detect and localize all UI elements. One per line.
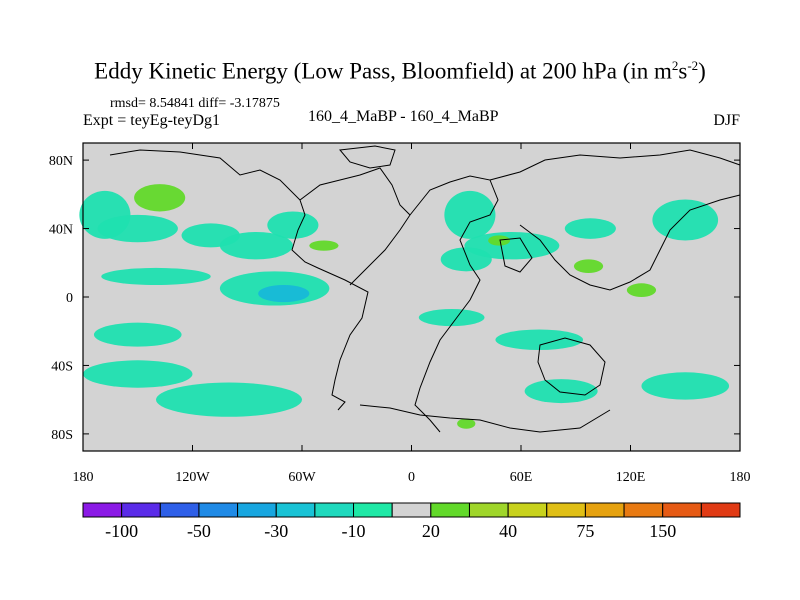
coastline-asia-south [519,194,741,291]
shaded-region-cyan-siberia [444,190,496,239]
chart-title-exp1: 2 [671,58,679,73]
colorbar-box [82,502,123,518]
colorbar-label: -50 [187,521,211,541]
shaded-region-cyan-s-pacific-2 [156,382,302,417]
chart-title-close: ) [698,58,706,84]
shaded-region-cyan-s-indian [524,379,598,404]
coastline-arabia [499,237,533,273]
chart-title: Eddy Kinetic Energy (Low Pass, Bloomfiel… [0,58,800,85]
colorbar-box [391,502,432,518]
coastline-greenland [339,145,396,169]
coastline-n-america-east [299,167,411,286]
chart-title-text: Eddy Kinetic Energy (Low Pass, Bloomfiel… [94,58,672,84]
colorbar-box [121,502,161,518]
colorbar-label: 150 [649,521,676,541]
colorbar-label: 75 [576,521,594,541]
colorbar-box [237,502,277,518]
colorbar-box [353,502,393,518]
colorbar-box [468,502,509,518]
shaded-region-cyan-trop-central-pacific [101,267,211,286]
colorbar-box [430,502,470,518]
colorbar-label: -30 [264,521,288,541]
shaded-region-cyan-s-pacific-3 [83,360,193,388]
shaded-region-cyan-s-indian-2 [641,372,730,400]
colorbar-label: -100 [105,521,138,541]
axis-ticks: 180 120W 60W 0 60E 120E 180 80N 40N 0 40S 80S [49,143,751,485]
coastline-layer [109,145,741,433]
colorbar-box [662,502,702,518]
runs-label: 160_4_MaBP - 160_4_MaBP [308,108,499,125]
chart-title-exp2: -2 [687,58,699,73]
x-tick-label: 180 [730,470,751,485]
colorbar-box [700,502,741,518]
shaded-region-green-atlantic-strip [309,240,339,251]
x-tick-label: 0 [408,470,415,485]
coastline-australia [537,337,606,396]
shaded-region-layer [79,184,730,429]
y-tick-label: 80N [49,154,73,169]
x-tick-label: 120E [616,470,646,485]
x-tick-label: 120W [175,470,210,485]
y-tick-label: 80S [51,428,73,443]
shaded-region-cyan-e-asia [564,218,616,239]
colorbar: -100 -50 -30 -10 20 40 75 150 [82,502,741,541]
colorbar-box [507,502,548,518]
y-tick-label: 40N [49,223,73,238]
y-tick-label: 0 [66,291,73,306]
colorbar-label: 40 [499,521,517,541]
colorbar-box [314,502,355,518]
shaded-region-green-e-asia [573,259,604,274]
colorbar-label: -10 [342,521,366,541]
shaded-region-green-s-africa [457,418,476,429]
shaded-region-cyan-s-atlantic [495,329,584,351]
season-label: DJF [713,112,740,129]
colorbar-box [623,502,664,518]
shaded-region-cyan-n-america-2 [267,211,319,239]
colorbar-box [584,502,625,518]
shaded-region-blue-trop-east-pacific [258,285,310,303]
x-tick-label: 60E [510,470,533,485]
colorbar-label: 20 [422,521,440,541]
shaded-region-cyan-nw-pacific [652,199,719,241]
shaded-region-cyan-n-america [219,231,293,260]
shaded-region-cyan-n-africa [440,247,492,272]
experiment-label: Expt = teyEg-teyDg1 [83,112,220,129]
colorbar-box [159,502,200,518]
coastline-americas [109,149,369,411]
shaded-region-cyan-n-pacific-central [97,214,178,243]
colorbar-box [546,502,586,518]
shaded-region-green-w-pacific [626,283,657,297]
x-tick-label: 180 [73,470,94,485]
x-tick-label: 60W [288,470,316,485]
chart-title-unit: s [678,58,688,84]
y-tick-label: 40S [51,359,73,374]
stats-line: rmsd= 8.54841 diff= -3.17875 [110,96,280,111]
shaded-region-cyan-trop-atlantic [418,308,485,327]
shaded-region-green-n-pacific [134,184,186,212]
coastline-antarctica [359,404,611,433]
colorbar-box [198,502,239,518]
colorbar-box [275,502,316,518]
shaded-region-cyan-s-pacific [93,322,182,347]
shaded-region-cyan-asia [464,231,560,260]
coastline-europe-africa [409,175,499,433]
shaded-region-green-asia-small [488,235,511,246]
coastline-eurasia [489,149,741,181]
